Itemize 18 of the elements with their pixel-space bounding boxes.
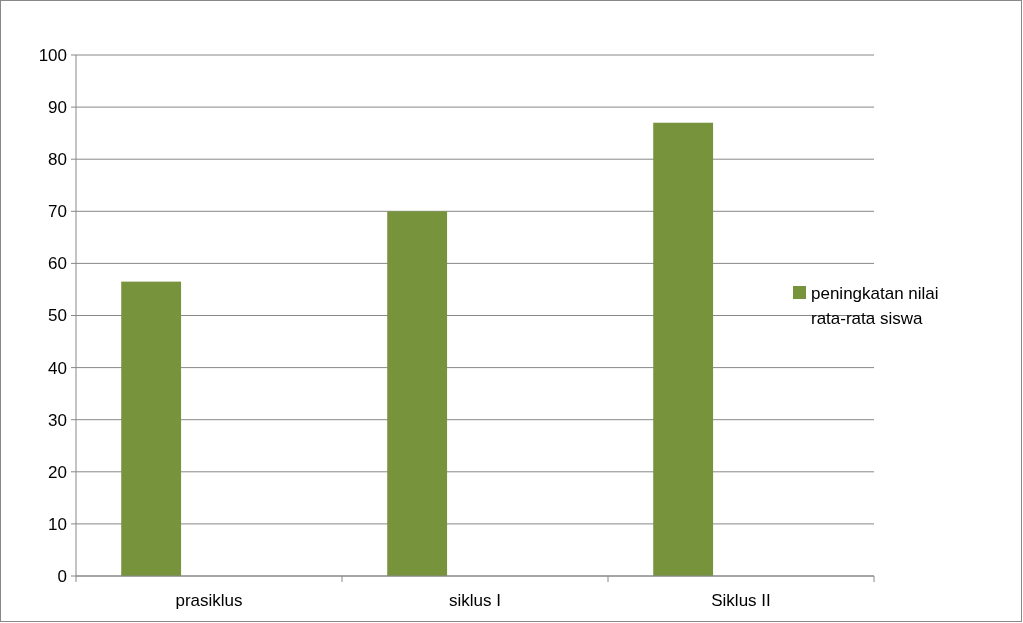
y-tick-label: 50	[48, 306, 67, 326]
y-tick-label: 80	[48, 150, 67, 170]
x-tick-label: siklus I	[449, 591, 501, 610]
y-tick-label: 0	[57, 566, 67, 586]
y-tick-label: 30	[48, 410, 67, 430]
bar	[121, 281, 182, 576]
legend-label: peningkatan nilai rata-rata siswa	[811, 283, 939, 328]
x-tick-label: Siklus II	[711, 591, 771, 610]
y-tick-label: 10	[48, 514, 67, 534]
y-tick-label: 60	[48, 254, 67, 274]
y-tick-label: 70	[48, 202, 67, 222]
y-tick-label: 100	[38, 45, 67, 65]
y-tick-label: 90	[48, 98, 67, 118]
y-tick-label: 40	[48, 358, 67, 378]
bar	[387, 211, 448, 576]
x-tick-label: prasiklus	[175, 591, 243, 610]
y-tick-label: 20	[48, 462, 67, 482]
bar	[653, 122, 714, 576]
